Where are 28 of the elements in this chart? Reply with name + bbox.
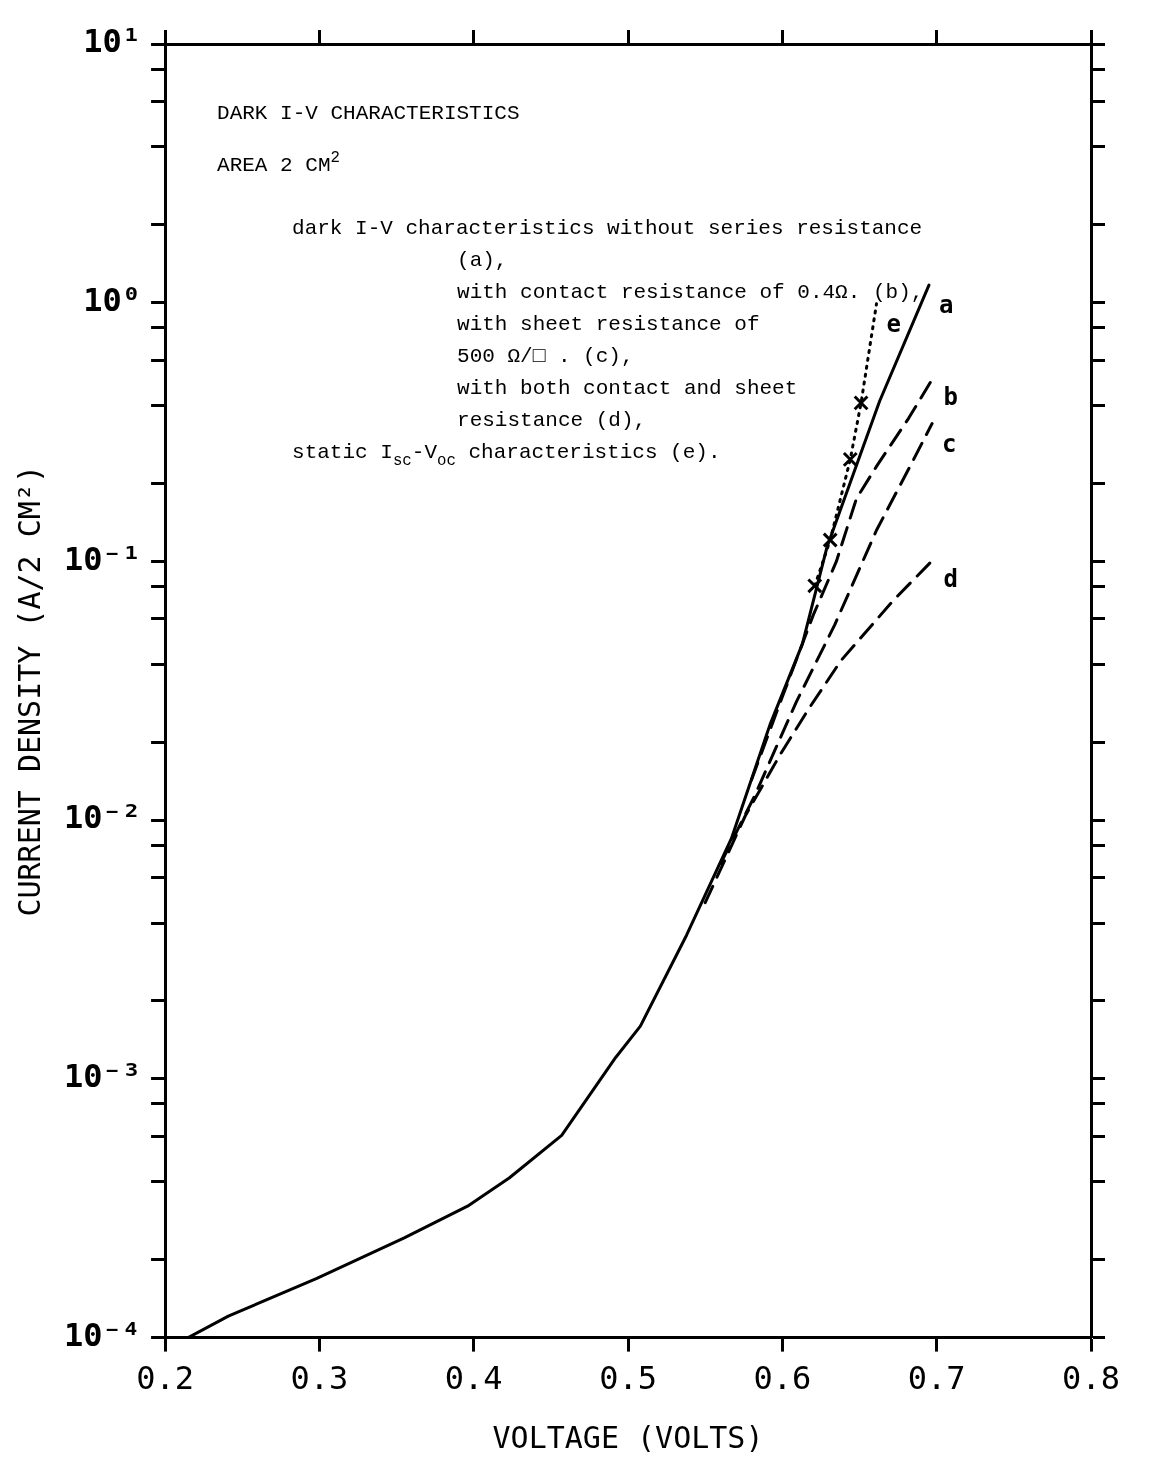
y-tick-label: 10⁰ — [83, 281, 142, 320]
annotation: 500 Ω/□ . (c), — [457, 345, 634, 368]
y-tick-label: 10⁻³ — [64, 1057, 142, 1096]
x-axis-title: VOLTAGE (VOLTS) — [492, 1419, 764, 1455]
series-label: c — [942, 429, 957, 458]
x-tick-label: 0.5 — [599, 1359, 657, 1398]
y-tick-label: 10⁻² — [64, 798, 142, 837]
annotation: (a), — [457, 249, 508, 272]
series-label: d — [943, 565, 959, 594]
series-label: e — [886, 309, 901, 338]
annotation: dark I-V characteristics without series resistance — [292, 217, 923, 240]
y-tick-label: 10⁻¹ — [64, 539, 142, 578]
annotation: with sheet resistance of — [457, 313, 760, 336]
y-tick-label: 10⁻⁴ — [64, 1315, 142, 1354]
x-tick-label: 0.3 — [290, 1359, 349, 1398]
series-label: a — [938, 291, 954, 320]
x-tick-label: 0.4 — [444, 1359, 503, 1398]
annotation: resistance (d), — [457, 409, 647, 432]
text: DARK I-V CHARACTERISTICS — [217, 102, 520, 125]
y-axis-title: CURRENT DENSITY (A/2 CM²) — [11, 465, 47, 917]
x-tick-label: 0.6 — [753, 1359, 812, 1398]
x-tick-label: 0.7 — [907, 1359, 966, 1398]
x-tick-label: 0.2 — [136, 1359, 194, 1398]
series-label: b — [943, 383, 959, 412]
x-tick-label: 0.8 — [1062, 1359, 1120, 1398]
y-tick-label: 10¹ — [83, 22, 142, 61]
annotation: with both contact and sheet — [457, 377, 798, 400]
annotation: with contact resistance of 0.4Ω. (b), — [457, 281, 924, 304]
